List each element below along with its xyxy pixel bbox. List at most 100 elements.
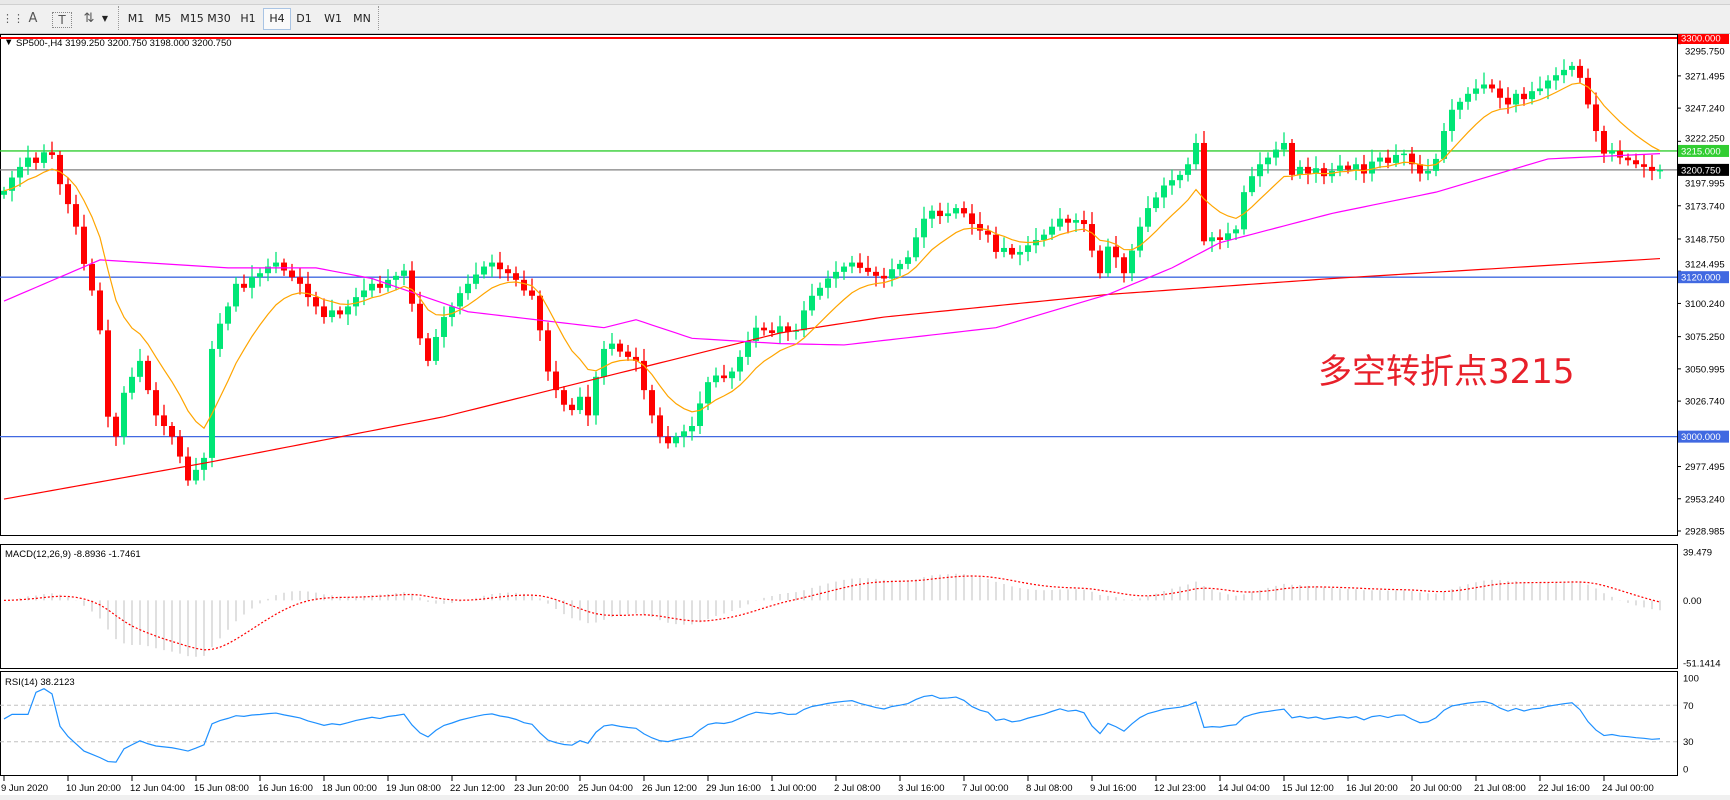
x-tick-label: 22 Jun 12:00 [450, 783, 505, 794]
bull-candle [1225, 233, 1231, 240]
rsi-y-tick-label: 0 [1683, 765, 1688, 776]
level-label: 3215.000 [1681, 146, 1721, 157]
bear-candle [985, 230, 991, 235]
bear-candle [1065, 218, 1071, 223]
x-tick-label: 14 Jul 04:00 [1218, 783, 1270, 794]
ma-mid-line [3, 153, 1661, 346]
bear-candle [153, 390, 159, 416]
timeframe-h4-button[interactable]: H4 [263, 8, 291, 30]
annotation-text: 多空转折点3215 [1318, 352, 1575, 392]
timeframe-m15-button[interactable]: M15 [180, 12, 204, 25]
bear-candle [665, 436, 671, 444]
bull-candle [577, 396, 583, 411]
bear-candle [33, 157, 39, 163]
bear-candle [1649, 166, 1655, 171]
bull-candle [353, 297, 359, 307]
y-tick-label: 2977.495 [1685, 462, 1725, 473]
bear-candle [1089, 224, 1095, 251]
bull-candle [233, 283, 239, 307]
bear-candle [97, 290, 103, 331]
bear-candle [785, 326, 791, 332]
toolbar: ⋮⋮ A T ⇅ ▼ M1 M5 M15 M30 H1 H4 D1 W1 MN [0, 0, 1730, 34]
bear-candle [337, 310, 343, 315]
x-tick-label: 1 Jul 00:00 [770, 783, 816, 794]
bull-candle [1553, 75, 1559, 81]
toolbar-separator [378, 6, 381, 30]
bull-candle [193, 469, 199, 481]
y-tick-label: 2953.240 [1685, 494, 1725, 505]
text-label-tool-icon[interactable]: T [52, 12, 72, 28]
bull-candle [713, 375, 719, 383]
collapse-triangle-icon[interactable]: ▼ [4, 37, 13, 48]
timeframe-mn-button[interactable]: MN [353, 12, 371, 25]
bull-candle [1473, 88, 1479, 94]
bull-candle [273, 262, 279, 267]
bear-candle [617, 343, 623, 352]
chevron-down-icon[interactable]: ▼ [101, 14, 109, 23]
x-tick-label: 18 Jun 00:00 [322, 783, 377, 794]
bear-candle [721, 375, 727, 379]
bear-candle [113, 416, 119, 437]
bear-candle [89, 263, 95, 291]
rsi-y-tick-label: 30 [1683, 737, 1694, 748]
bull-candle [601, 348, 607, 377]
macd-signal-line [3, 575, 1661, 651]
y-tick-label: 3075.250 [1685, 332, 1725, 343]
bull-candle [25, 157, 31, 167]
y-tick-label: 3247.240 [1685, 104, 1725, 115]
bull-candle [1169, 180, 1175, 186]
macd-pane [0, 544, 1678, 669]
x-tick-label: 16 Jul 20:00 [1346, 783, 1398, 794]
bear-candle [857, 262, 863, 268]
x-tick-label: 24 Jul 00:00 [1602, 783, 1654, 794]
x-tick-label: 21 Jul 08:00 [1474, 783, 1526, 794]
bull-candle [1545, 80, 1551, 89]
x-tick-label: 2 Jul 08:00 [834, 783, 880, 794]
period-separator-icon[interactable]: ⋮⋮ [2, 12, 24, 25]
bear-candle [1121, 257, 1127, 274]
bull-candle [697, 403, 703, 427]
timeframe-h1-button[interactable]: H1 [240, 12, 256, 25]
y-tick-label: 3026.740 [1685, 397, 1725, 408]
timeframe-w1-button[interactable]: W1 [324, 12, 342, 25]
bear-candle [305, 283, 311, 298]
bear-candle [1201, 142, 1207, 242]
x-tick-label: 7 Jul 00:00 [962, 783, 1008, 794]
bear-candle [1497, 88, 1503, 98]
bull-candle [1185, 164, 1191, 175]
bear-candle [961, 208, 967, 214]
level-label: 3120.000 [1681, 273, 1721, 284]
bull-candle [1129, 250, 1135, 274]
bull-candle [1105, 246, 1111, 274]
x-tick-label: 3 Jul 16:00 [898, 783, 944, 794]
level-badge [1678, 271, 1729, 284]
bear-candle [513, 273, 519, 280]
timeframe-m30-button[interactable]: M30 [207, 12, 231, 25]
bear-candle [649, 390, 655, 416]
bull-candle [1569, 65, 1575, 70]
timeframe-m1-button[interactable]: M1 [127, 12, 145, 25]
x-tick-label: 12 Jun 04:00 [130, 783, 185, 794]
timeframe-m5-button[interactable]: M5 [154, 12, 172, 25]
timeframe-d1-button[interactable]: D1 [296, 12, 312, 25]
bull-candle [1041, 234, 1047, 240]
bull-candle [1073, 220, 1079, 223]
bear-candle [81, 226, 87, 264]
bull-candle [1513, 93, 1519, 105]
x-tick-label: 9 Jul 16:00 [1090, 783, 1136, 794]
bear-candle [417, 303, 423, 339]
arrows-tool-icon[interactable]: ⇅ [83, 11, 95, 26]
level-badge [1678, 430, 1729, 443]
bear-candle [1113, 246, 1119, 258]
bull-candle [129, 376, 135, 393]
bull-candle [889, 269, 895, 279]
bear-candle [569, 404, 575, 411]
bear-candle [497, 262, 503, 270]
level-badge [1678, 163, 1729, 176]
text-tool-icon[interactable]: A [28, 11, 38, 26]
y-tick-label: 2928.985 [1685, 527, 1725, 538]
x-tick-label: 29 Jun 16:00 [706, 783, 761, 794]
bull-candle [1001, 247, 1007, 252]
bull-candle [833, 271, 839, 279]
